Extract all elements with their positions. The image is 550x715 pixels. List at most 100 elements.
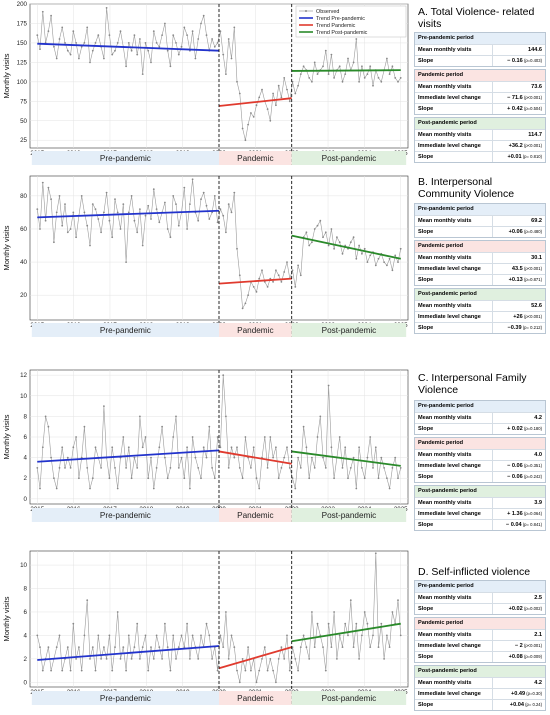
- observed-point: [380, 622, 383, 625]
- trend-pre-line: [37, 645, 220, 661]
- stats-row-label: Slope: [415, 520, 493, 530]
- observed-point: [97, 34, 100, 36]
- observed-point: [127, 211, 130, 214]
- y-tick-label: 12: [20, 372, 27, 379]
- observed-point: [394, 77, 397, 79]
- observed-point: [169, 236, 172, 239]
- stats-section-header: Pre-pandemic period: [415, 401, 545, 412]
- observed-point: [333, 77, 335, 79]
- observed-point: [286, 88, 288, 91]
- observed-point: [44, 415, 47, 418]
- observed-point: [152, 487, 155, 490]
- observed-point: [374, 552, 377, 555]
- panel-d-title: D. Self-inflicted violence: [418, 566, 531, 578]
- panel-d-stats-table: Pre-pandemic period Mean monthly visits 2.…: [414, 580, 546, 713]
- observed-point: [399, 634, 402, 637]
- observed-point: [322, 456, 324, 459]
- trend-post-line: [291, 450, 401, 467]
- stats-row-label: Mean monthly visits: [415, 301, 493, 311]
- observed-point: [299, 646, 302, 648]
- stats-row: Slope − 0.16 (p=0.403): [415, 55, 545, 66]
- observed-point: [383, 658, 385, 660]
- stats-row: Mean monthly visits 52.6: [415, 300, 545, 311]
- observed-point: [311, 241, 313, 244]
- stats-row: Slope −0.39 (p= 0.212): [415, 322, 545, 333]
- y-tick-label: 60: [20, 226, 27, 233]
- observed-point: [341, 467, 344, 469]
- panel-c-stats-table: Pre-pandemic period Mean monthly visits 4.…: [414, 400, 546, 533]
- stats-row-value: +0.04 (p= 0.24): [509, 702, 542, 708]
- observed-point: [297, 456, 299, 459]
- observed-point: [380, 80, 383, 83]
- stats-row-value: +36.2 (p<0.001): [508, 143, 542, 149]
- observed-point: [363, 77, 366, 79]
- observed-point: [349, 599, 352, 602]
- observed-point: [116, 42, 119, 44]
- observed-point: [78, 477, 80, 480]
- p-value: (p= 0.212): [521, 325, 542, 330]
- observed-point: [324, 467, 327, 469]
- observed-point: [283, 658, 286, 660]
- observed-point: [44, 219, 47, 222]
- stats-row-label: Slope: [415, 700, 493, 710]
- observed-point: [280, 96, 283, 99]
- observed-point: [55, 57, 58, 60]
- observed-point: [208, 425, 211, 428]
- observed-point: [255, 681, 258, 684]
- observed-point: [133, 646, 136, 648]
- p-value: (p= 0.810): [521, 154, 542, 159]
- observed-point: [333, 611, 335, 613]
- observed-point: [319, 219, 322, 222]
- observed-point: [322, 65, 324, 68]
- observed-point: [133, 219, 136, 222]
- observed-point: [305, 646, 308, 648]
- observed-point: [189, 203, 191, 205]
- stats-row: Mean monthly visits 2.1: [415, 629, 545, 640]
- observed-point: [283, 456, 286, 459]
- observed-point: [397, 261, 399, 263]
- stats-row-value: +0.49 (p=0.30): [510, 691, 542, 697]
- legend-label: Trend Post-pandemic: [316, 30, 368, 36]
- observed-point: [286, 261, 288, 263]
- observed-point: [39, 48, 41, 50]
- observed-point: [341, 80, 344, 83]
- observed-point: [200, 22, 202, 25]
- observed-point: [91, 646, 94, 648]
- observed-point: [280, 467, 283, 469]
- y-axis-label: Monthly visits: [2, 596, 11, 641]
- observed-point: [255, 104, 258, 107]
- stats-section: Pre-pandemic period Mean monthly visits 14…: [414, 32, 546, 67]
- observed-point: [111, 236, 114, 239]
- observed-point: [397, 477, 399, 480]
- observed-point: [75, 42, 77, 44]
- observed-point: [291, 269, 294, 272]
- observed-point: [311, 80, 313, 83]
- observed-point: [36, 467, 39, 469]
- observed-point: [327, 384, 330, 387]
- panel-a-title: A. Total Violence- related visits: [418, 6, 535, 30]
- stats-row-label: Slope: [415, 152, 493, 162]
- p-value: (p=0.504): [522, 106, 542, 111]
- observed-point: [147, 49, 150, 52]
- stats-row-label: Mean monthly visits: [415, 450, 493, 460]
- observed-point: [111, 53, 114, 56]
- observed-point: [147, 477, 150, 480]
- period-band: [31, 151, 220, 165]
- observed-point: [194, 57, 197, 60]
- observed-point: [119, 228, 122, 230]
- observed-point: [83, 425, 86, 428]
- observed-point: [91, 49, 94, 52]
- observed-point: [219, 30, 222, 33]
- observed-point: [250, 669, 252, 672]
- observed-point: [388, 257, 391, 260]
- observed-point: [266, 669, 269, 672]
- period-band: [219, 151, 292, 165]
- observed-point: [183, 477, 186, 480]
- observed-point: [361, 252, 363, 255]
- trend-pandemic-line: [218, 450, 292, 465]
- observed-point: [369, 254, 372, 257]
- observed-point: [141, 244, 144, 247]
- observed-point: [150, 646, 152, 648]
- observed-point: [83, 634, 86, 637]
- observed-point: [272, 92, 274, 95]
